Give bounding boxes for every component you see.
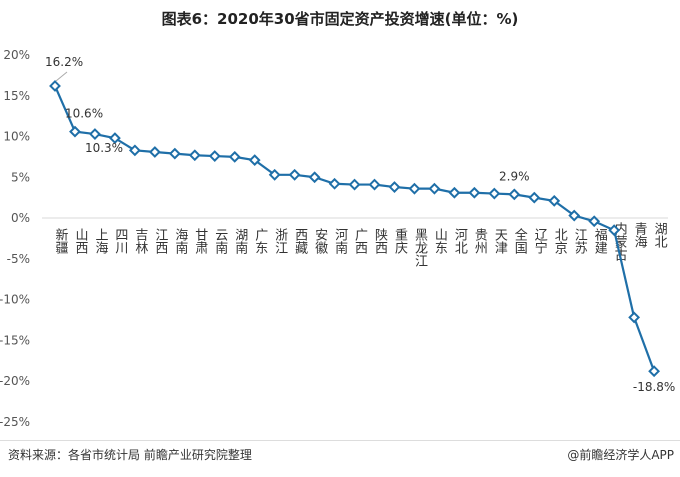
x-tick-label: 安徽 — [312, 228, 328, 254]
line-chart: 20% 15% 10% 5% 0% -5% -10% -15% -20% -25% 新疆 山西 上海 四川… — [0, 48, 675, 429]
y-tick-label: -15% — [0, 333, 30, 347]
x-tick-label: 河南 — [332, 228, 348, 254]
data-point — [508, 188, 521, 201]
x-tick-label: 西藏 — [292, 228, 308, 254]
data-point — [448, 186, 461, 199]
y-tick-label: -10% — [0, 293, 30, 307]
data-label: 16.2% — [45, 55, 83, 69]
x-tick-label: 甘肃 — [192, 228, 208, 254]
data-point — [49, 80, 61, 92]
x-tick-label: 天津 — [492, 228, 508, 254]
x-tick-label: 重庆 — [392, 227, 408, 254]
data-point — [608, 224, 621, 237]
data-point — [89, 128, 101, 140]
x-tick-label: 青海 — [632, 222, 648, 248]
data-point — [268, 168, 281, 181]
y-tick-label: -20% — [0, 374, 30, 388]
data-point — [348, 178, 361, 191]
x-tick-label: 福建 — [592, 228, 608, 255]
x-tick-label: 全国 — [512, 227, 528, 254]
data-point — [288, 168, 301, 181]
data-point — [648, 365, 661, 378]
data-point — [408, 182, 421, 195]
x-tick-label: 浙江 — [272, 228, 288, 254]
x-tick-label: 山东 — [432, 228, 448, 254]
y-tick-label: 0% — [11, 211, 30, 225]
x-tick-label: 陕西 — [372, 228, 388, 254]
data-label: 2.9% — [499, 169, 530, 183]
data-point — [488, 187, 501, 200]
data-point — [248, 154, 261, 167]
x-tick-label: 海南 — [172, 228, 188, 254]
x-tick-label: 云南 — [212, 228, 228, 254]
x-tick-label: 贵州 — [472, 228, 488, 254]
y-tick-label: 10% — [3, 130, 30, 144]
x-tick-label: 湖南 — [232, 228, 248, 254]
x-tick-label: 上海 — [92, 228, 108, 254]
y-tick-label: -5% — [7, 252, 30, 266]
x-tick-label: 广东 — [252, 228, 268, 254]
data-point — [208, 150, 221, 162]
data-point — [528, 191, 541, 204]
y-tick-label: 5% — [11, 170, 30, 184]
data-point — [548, 194, 561, 207]
y-tick-label: 20% — [3, 48, 30, 62]
x-tick-label: 河北 — [452, 228, 468, 255]
x-tick-label: 新疆 — [53, 227, 69, 254]
x-tick-label: 吉林 — [132, 228, 148, 254]
x-tick-label: 辽宁 — [532, 228, 548, 254]
chart-title: 图表6：2020年30省市固定资产投资增速(单位：%) — [161, 10, 519, 28]
data-point — [69, 125, 81, 138]
data-point — [148, 146, 161, 158]
x-tick-label: 江西 — [152, 228, 168, 254]
brand-label: @前瞻经济学人APP — [567, 448, 674, 462]
x-tick-label: 黑龙江 — [412, 228, 428, 267]
source-note: 资料来源：各省市统计局 前瞻产业研究院整理 — [8, 448, 252, 462]
x-tick-label: 北京 — [552, 228, 568, 254]
x-tick-label: 山西 — [72, 228, 88, 254]
y-tick-label: -25% — [0, 415, 30, 429]
leader-line — [55, 71, 68, 82]
x-tick-label: 湖北 — [652, 222, 668, 249]
data-point — [568, 209, 581, 222]
data-point — [588, 215, 601, 228]
data-label: 10.3% — [85, 141, 123, 155]
data-point — [328, 177, 341, 190]
data-point — [228, 150, 241, 163]
data-point — [128, 144, 141, 157]
data-point — [468, 186, 481, 199]
x-tick-label: 广西 — [352, 228, 368, 254]
data-point — [168, 147, 181, 160]
data-point — [188, 149, 201, 162]
x-tick-label: 江苏 — [572, 228, 588, 254]
divider — [0, 440, 680, 441]
data-point — [368, 178, 381, 191]
y-tick-label: 15% — [3, 89, 30, 103]
x-tick-label: 四川 — [112, 228, 128, 254]
data-point — [308, 171, 321, 184]
data-label: -18.8% — [633, 380, 675, 394]
data-label: 10.6% — [65, 107, 103, 121]
data-point — [108, 132, 121, 145]
data-point — [428, 182, 441, 195]
data-point — [628, 311, 641, 324]
data-point — [388, 181, 401, 193]
